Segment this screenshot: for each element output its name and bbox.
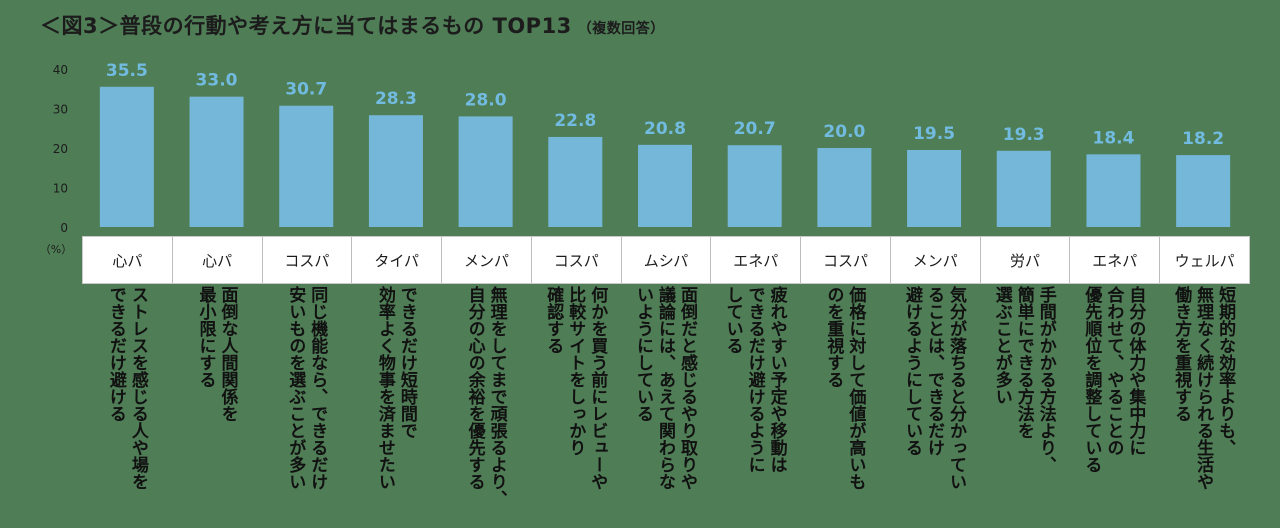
bar (817, 148, 872, 227)
category-description: 無理をしてまで頑張るより、 自分の心の余裕を優先する (464, 286, 507, 507)
category-label: コスパ (263, 237, 353, 283)
category-description: できるだけ短時間で 効率よく物事を済ませたい (374, 286, 417, 490)
data-label: 28.0 (465, 90, 507, 110)
bar (99, 86, 154, 228)
bar (907, 149, 962, 227)
y-tick-label: 30 (53, 103, 68, 117)
category-label: ムシパ (622, 237, 712, 283)
description-cell: 同じ機能なら、できるだけ 安いものを選ぶことが多い (261, 286, 351, 524)
description-cell: 価格に対して価値が高いも のを重視する (800, 286, 890, 524)
category-description: 何かを買う前にレビューや 比較サイトをしっかり 確認する (543, 286, 608, 490)
data-label: 35.5 (106, 61, 148, 81)
data-label: 19.5 (913, 124, 955, 144)
description-row: ストレスを感じる人や場を できるだけ避ける 面倒な人間関係を 最小限にする 同じ機能… (82, 286, 1248, 524)
title-subtitle: （複数回答） (577, 21, 665, 37)
bar (458, 116, 513, 227)
data-label: 20.7 (734, 119, 776, 139)
description-cell: 自分の体力や集中力に 合わせて、やることの 優先順位を調整している (1069, 286, 1159, 524)
category-label: 心パ (83, 237, 173, 283)
data-label: 28.3 (375, 89, 417, 109)
bar (548, 136, 603, 227)
category-label: メンパ (442, 237, 532, 283)
bar (279, 105, 334, 227)
category-description: 疲れやすい予定や移動は できるだけ避けるように している (722, 286, 787, 473)
bar (638, 144, 692, 227)
category-description: 面倒な人間関係を 最小限にする (195, 286, 238, 422)
category-description: 価格に対して価値が高いも のを重視する (823, 286, 866, 490)
y-tick-label: 20 (53, 142, 68, 156)
bar (368, 115, 423, 227)
bar (1176, 155, 1231, 227)
description-cell: 面倒だと感じるやり取りや 議論には、あえて関わらな いようにしている (620, 286, 710, 524)
data-label: 19.3 (1003, 125, 1045, 145)
category-row: 心パ 心パ コスパ タイパ メンパ コスパ ムシパ エネパ コスパ メンパ 労パ エネパ ウェルパ (82, 236, 1250, 284)
data-label: 20.0 (823, 122, 865, 142)
bar (1086, 154, 1141, 227)
data-label: 33.0 (196, 71, 238, 91)
category-label: 心パ (173, 237, 263, 283)
category-label: コスパ (801, 237, 891, 283)
description-cell: 面倒な人間関係を 最小限にする (172, 286, 262, 524)
category-description: 面倒だと感じるやり取りや 議論には、あえて関わらな いようにしている (632, 286, 697, 490)
category-label: 労パ (981, 237, 1071, 283)
data-label: 22.8 (554, 111, 596, 131)
category-description: 短期的な効率よりも、 無理なく続けられる生活や 働き方を重視する (1171, 286, 1236, 490)
y-tick-label: 40 (53, 63, 68, 77)
bar (727, 145, 782, 227)
category-description: 気分が落ちると分かってい ることは、できるだけ 避けるようにしている (902, 286, 967, 490)
description-cell: ストレスを感じる人や場を できるだけ避ける (82, 286, 172, 524)
category-label: コスパ (532, 237, 622, 283)
title-main: ＜図3＞普段の行動や考え方に当てはまるもの TOP13 (40, 14, 572, 38)
category-description: 同じ機能なら、できるだけ 安いものを選ぶことが多い (285, 286, 328, 490)
description-cell: できるだけ短時間で 効率よく物事を済ませたい (351, 286, 441, 524)
bar (189, 96, 244, 228)
description-cell: 無理をしてまで頑張るより、 自分の心の余裕を優先する (441, 286, 531, 524)
y-tick-label: 0 (60, 221, 68, 235)
y-tick-label: 10 (53, 182, 68, 196)
description-cell: 短期的な効率よりも、 無理なく続けられる生活や 働き方を重視する (1158, 286, 1248, 524)
category-label: エネパ (1070, 237, 1161, 283)
chart-title: ＜図3＞普段の行動や考え方に当てはまるもの TOP13 （複数回答） (40, 10, 665, 40)
description-cell: 疲れやすい予定や移動は できるだけ避けるように している (710, 286, 800, 524)
y-unit-label: （%） (40, 243, 72, 256)
category-description: 手間がかかる方法より、 簡単にできる方法を 選ぶことが多い (991, 286, 1056, 473)
category-label: ウェルパ (1174, 251, 1235, 270)
category-label: エネパ (711, 237, 802, 283)
category-label: メンパ (891, 237, 981, 283)
data-label: 18.4 (1092, 128, 1134, 148)
description-cell: 手間がかかる方法より、 簡単にできる方法を 選ぶことが多い (979, 286, 1069, 524)
category-description: 自分の体力や集中力に 合わせて、やることの 優先順位を調整している (1081, 286, 1146, 473)
bar-chart: 0 10 20 30 40 （%） 35.5 33.0 30.7 28.3 28.0 22.8 20.8… (40, 61, 1231, 256)
data-label: 30.7 (285, 80, 327, 100)
category-description: ストレスを感じる人や場を できるだけ避ける (105, 286, 148, 490)
description-cell: 気分が落ちると分かってい ることは、できるだけ 避けるようにしている (889, 286, 979, 524)
data-label: 18.2 (1182, 129, 1224, 149)
description-cell: 何かを買う前にレビューや 比較サイトをしっかり 確認する (530, 286, 620, 524)
data-label: 20.8 (644, 119, 686, 139)
category-label: タイパ (352, 237, 443, 283)
bar (996, 150, 1051, 227)
